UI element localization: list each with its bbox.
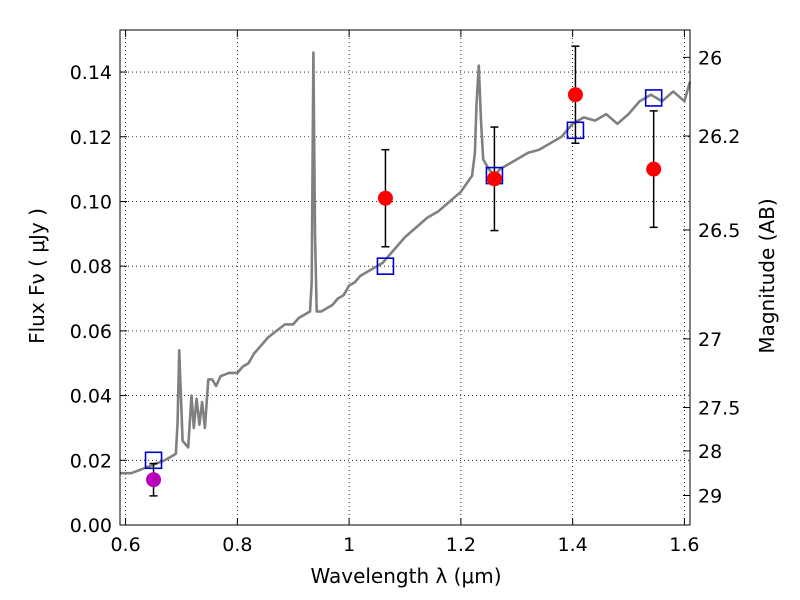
right-axis-label: Magnitude (AB) (755, 198, 779, 353)
y-tick-label: 0.12 (70, 127, 112, 149)
y-tick-label: 0.00 (70, 515, 112, 537)
model-point (566, 121, 585, 140)
y-tick-label: 0.02 (70, 450, 112, 472)
model-point (376, 257, 395, 275)
x-tick-label: 1.6 (669, 534, 699, 556)
observed-point (486, 171, 502, 187)
spectrum-layer (120, 51, 692, 475)
model-point (644, 89, 663, 107)
model-points (144, 89, 663, 470)
observed-point (377, 190, 393, 206)
observed-point (567, 87, 583, 103)
right-ticks: 26 26.2 26.5 27 27.5 28 29 (683, 47, 740, 507)
observed-point-magenta (146, 472, 162, 488)
right-tick-label: 26.5 (698, 220, 740, 242)
spectrum-line (120, 51, 692, 475)
y-tick-label: 0.08 (70, 256, 112, 278)
model-point (144, 451, 163, 470)
x-axis-label: Wavelength λ (μm) (310, 564, 501, 588)
right-tick-label: 27.5 (698, 398, 740, 420)
x-tick-label: 1 (343, 534, 355, 556)
right-tick-label: 26 (698, 47, 722, 69)
observed-point (646, 161, 662, 177)
right-tick-label: 28 (698, 441, 722, 463)
y-tick-label: 0.10 (70, 191, 112, 213)
x-tick-label: 0.6 (110, 534, 140, 556)
plot-frame (119, 29, 691, 526)
y-tick-label: 0.04 (70, 386, 112, 408)
y-ticks: 0.00 0.02 0.04 0.06 0.08 0.10 0.12 0.14 (70, 62, 127, 537)
y-tick-label: 0.06 (70, 321, 112, 343)
y-tick-label: 0.14 (70, 62, 112, 84)
right-tick-label: 26.2 (698, 126, 740, 148)
y-axis-label: Flux Fν ( μJy ) (25, 208, 49, 344)
right-tick-label: 29 (698, 485, 722, 507)
right-tick-label: 27 (698, 329, 722, 351)
x-ticks: 0.6 0.8 1 1.2 1.4 1.6 (110, 30, 700, 556)
x-tick-label: 1.4 (558, 534, 588, 556)
observed-points (146, 87, 662, 488)
x-tick-label: 1.2 (446, 534, 476, 556)
x-tick-label: 0.8 (222, 534, 252, 556)
